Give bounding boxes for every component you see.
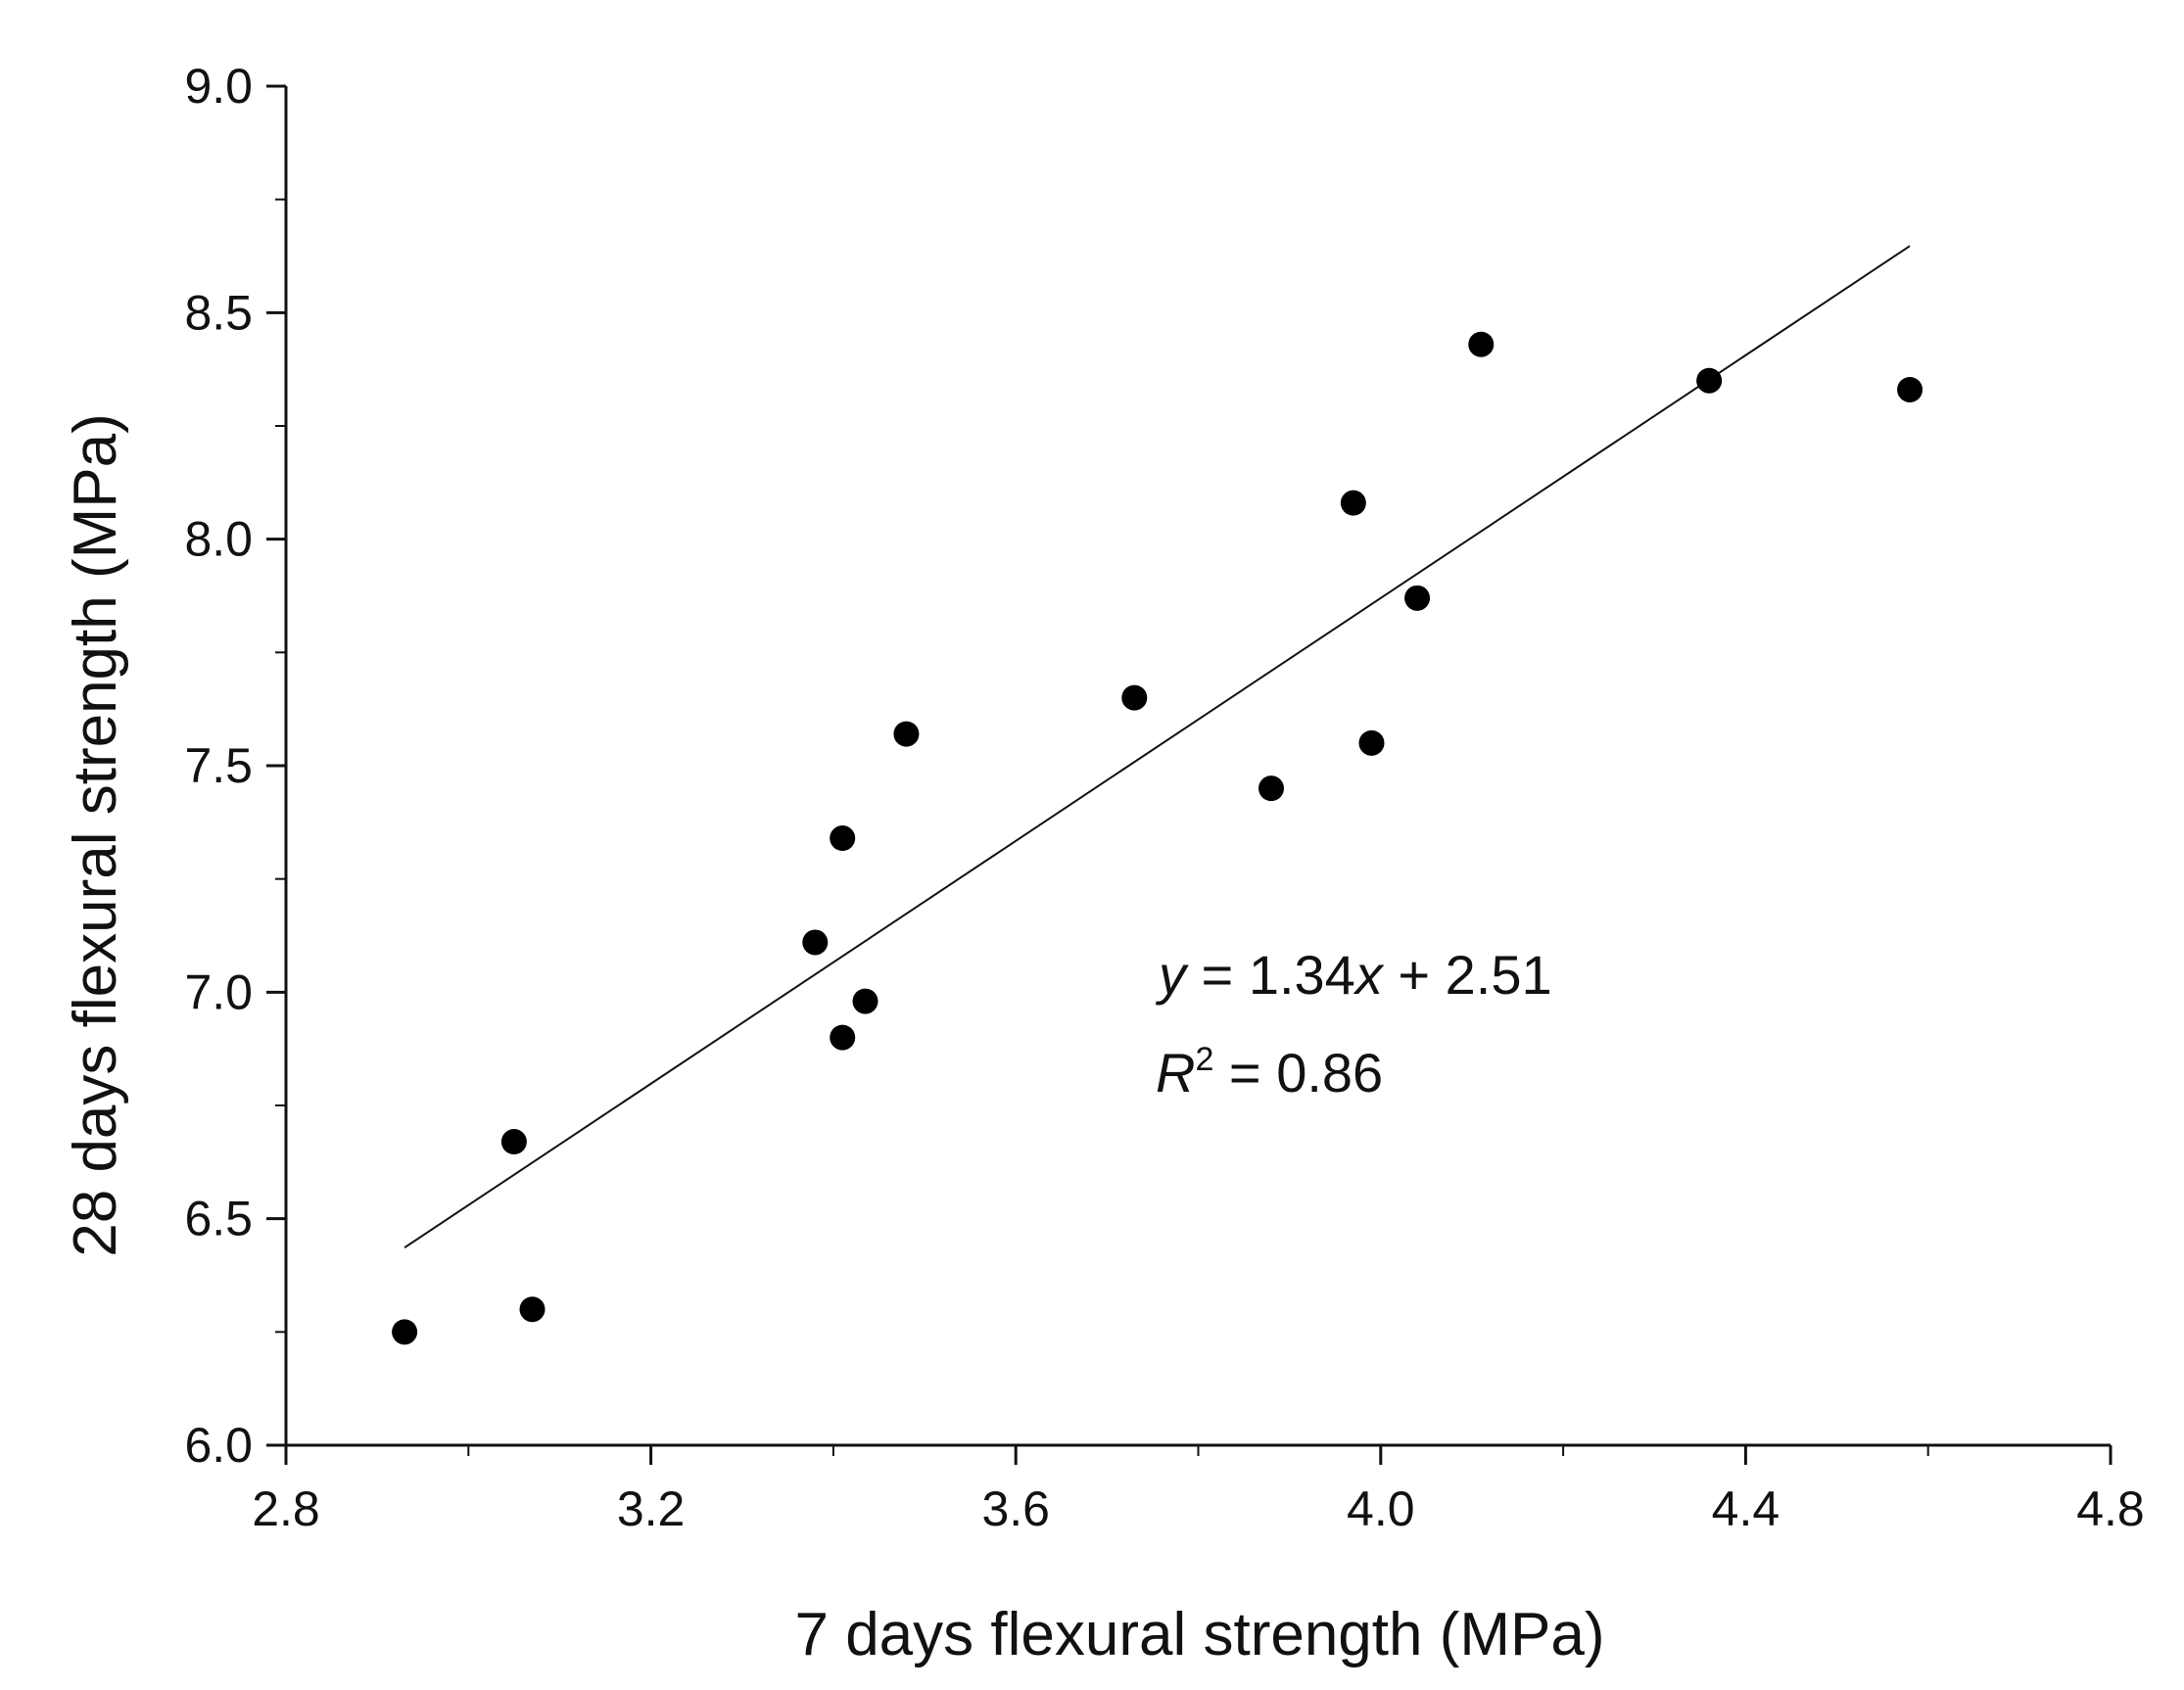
- r-squared-letter: R: [1156, 1042, 1195, 1103]
- y-tick-label: 6.0: [184, 1418, 253, 1473]
- equation-y-variable: y: [1155, 944, 1189, 1006]
- equation-x-variable: x: [1353, 944, 1385, 1006]
- equation-coefficient: = 1.34: [1186, 944, 1355, 1006]
- regression-equation: y = 1.34x + 2.51: [1155, 944, 1552, 1006]
- y-tick-label: 8.0: [184, 512, 253, 567]
- ticks: 2.8 3.2 3.6 4.0 4.4 4.8 6.0 6.5 7.0 7.5 8.0 8.5 9.0: [184, 59, 2144, 1536]
- data-point: [893, 721, 920, 747]
- regression-line: [404, 245, 1911, 1249]
- data-point: [1897, 376, 1923, 402]
- data-point: [1468, 331, 1495, 357]
- y-tick-label: 7.5: [184, 738, 253, 793]
- data-point: [1121, 684, 1148, 711]
- r-squared-exponent: 2: [1195, 1041, 1213, 1078]
- data-point: [392, 1319, 418, 1345]
- x-tick-label: 3.6: [981, 1481, 1050, 1536]
- x-tick-label: 4.8: [2076, 1481, 2145, 1536]
- x-axis-title: 7 days flexural strength (MPa): [794, 1601, 1604, 1668]
- y-axis-title: 28 days flexural strength (MPa): [62, 413, 129, 1257]
- axes: [284, 86, 2111, 1447]
- y-tick-label: 6.5: [184, 1192, 253, 1246]
- y-tick-label: 8.5: [184, 285, 253, 340]
- data-point: [852, 988, 878, 1014]
- data-point: [830, 1024, 856, 1051]
- data-point: [1358, 729, 1385, 756]
- y-tick-label: 9.0: [184, 59, 253, 114]
- data-point: [1340, 490, 1366, 516]
- x-tick-label: 3.2: [617, 1481, 686, 1536]
- x-tick-label: 4.0: [1347, 1481, 1415, 1536]
- r-squared-value: = 0.86: [1213, 1042, 1383, 1103]
- points-group: [392, 331, 1923, 1345]
- data-point: [802, 929, 829, 956]
- data-point: [500, 1129, 527, 1155]
- fit-group: [404, 245, 1911, 1249]
- data-point: [519, 1296, 546, 1323]
- data-point: [1258, 775, 1285, 802]
- y-tick-label: 7.0: [184, 964, 253, 1019]
- data-point: [1696, 367, 1723, 394]
- x-tick-label: 4.4: [1712, 1481, 1780, 1536]
- data-point: [1404, 585, 1431, 611]
- data-point: [830, 825, 856, 852]
- equation-intercept: + 2.51: [1383, 944, 1552, 1006]
- r-squared-label: R2 = 0.86: [1156, 1041, 1383, 1103]
- x-tick-label: 2.8: [252, 1481, 320, 1536]
